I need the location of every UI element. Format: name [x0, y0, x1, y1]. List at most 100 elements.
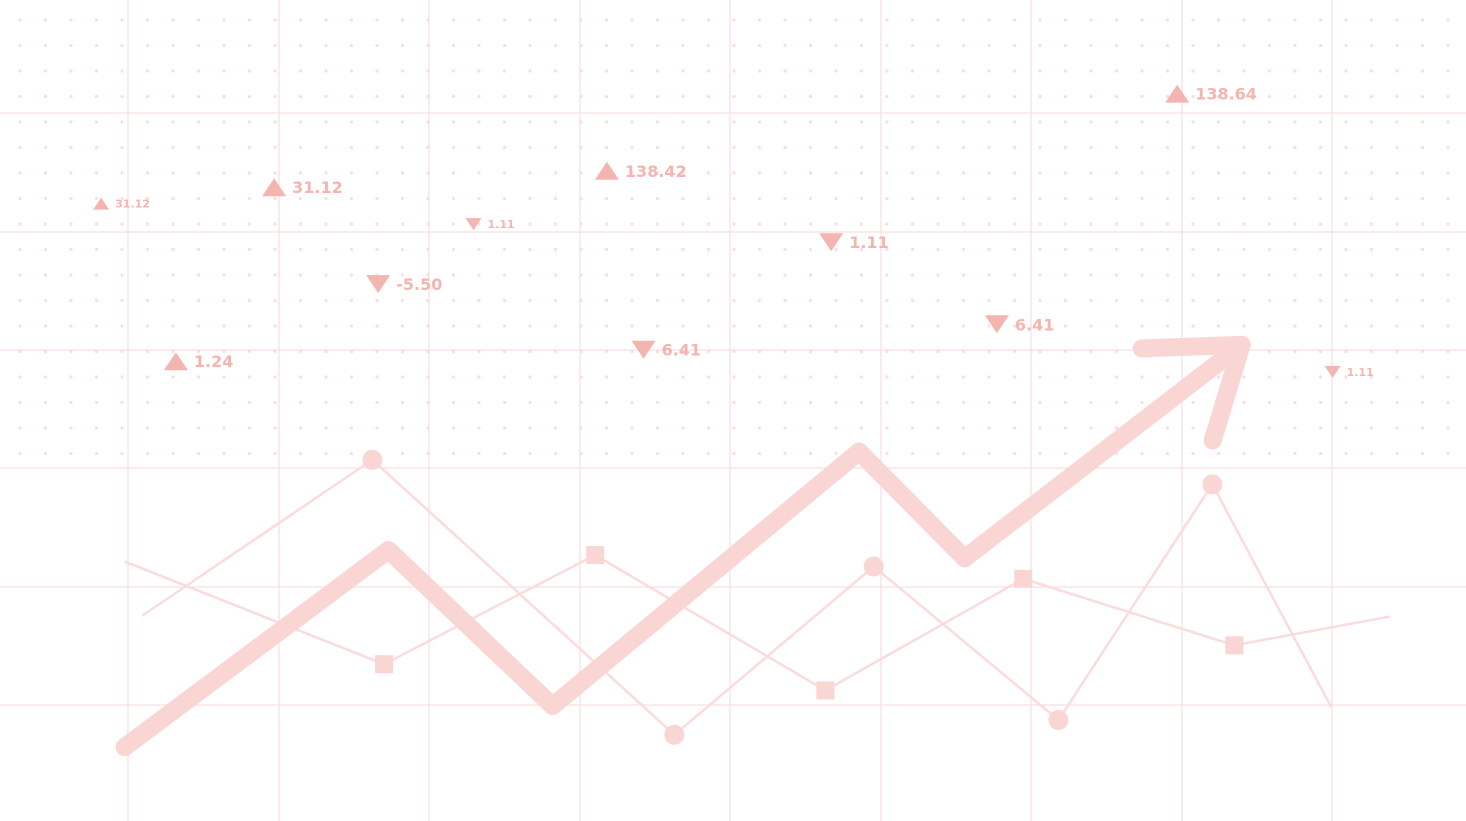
grid-dot	[171, 120, 175, 124]
grid-dot	[247, 349, 252, 354]
grid-dot	[477, 18, 481, 22]
grid-dot	[910, 375, 915, 379]
grid-dot	[1369, 43, 1374, 48]
grid-dot	[247, 196, 252, 201]
grid-dot	[859, 400, 864, 405]
grid-dot	[528, 94, 532, 99]
ticker-value: 138.42	[625, 162, 687, 181]
grid-dot	[681, 400, 685, 405]
grid-dot	[1140, 94, 1144, 99]
grid-dot	[553, 324, 558, 328]
grid-dot	[885, 94, 889, 99]
ticker: 1.11	[1324, 365, 1374, 379]
grid-dot	[477, 247, 481, 252]
grid-dot	[1191, 451, 1195, 456]
grid-dot	[1369, 18, 1374, 22]
grid-dot	[145, 69, 150, 73]
grid-dot	[120, 324, 124, 328]
grid-dot	[1063, 324, 1068, 328]
grid-dot	[1012, 196, 1017, 201]
grid-dot	[936, 222, 940, 226]
grid-dot	[1395, 324, 1399, 328]
grid-dot	[681, 298, 685, 303]
grid-dot	[400, 145, 405, 150]
grid-dot	[732, 43, 736, 48]
grid-dot	[120, 298, 124, 303]
grid-dot	[145, 94, 150, 99]
grid-dot	[655, 171, 660, 175]
grid-dot	[171, 349, 175, 354]
grid-dot	[196, 451, 201, 456]
grid-dot	[1063, 273, 1068, 277]
grid-dot	[757, 451, 762, 456]
grid-dot	[1267, 145, 1272, 150]
data-point	[664, 724, 685, 745]
grid-dot	[1344, 400, 1348, 405]
grid-dot	[18, 145, 22, 150]
grid-dot	[400, 196, 405, 201]
grid-dot	[1038, 196, 1042, 201]
grid-dot	[1038, 247, 1042, 252]
grid-dot	[196, 18, 201, 22]
grid-dot	[910, 120, 915, 124]
grid-dot	[1012, 18, 1017, 22]
grid-dot	[502, 145, 507, 150]
grid-dot	[349, 120, 354, 124]
grid-dot	[1089, 171, 1093, 175]
grid-dot	[477, 298, 481, 303]
grid-dot	[987, 120, 991, 124]
grid-dot	[1318, 69, 1323, 73]
grid-dot	[961, 451, 966, 456]
grid-dot	[1242, 451, 1246, 456]
grid-dot	[94, 94, 99, 99]
grid-dot	[1420, 400, 1425, 405]
grid-dot	[834, 273, 838, 277]
grid-dot	[477, 451, 481, 456]
trend-arrow-head	[1132, 335, 1251, 450]
ticker: 1.24	[163, 352, 233, 371]
grid-dot	[630, 400, 634, 405]
grid-dot	[1165, 145, 1170, 150]
grid-dot	[69, 94, 73, 99]
grid-dot	[400, 375, 405, 379]
grid-dot	[451, 273, 456, 277]
grid-dot	[732, 69, 736, 73]
grid-dot	[1038, 94, 1042, 99]
grid-dot	[1114, 94, 1119, 99]
grid-dot	[681, 451, 685, 456]
grid-dot	[43, 247, 48, 252]
grid-dot	[859, 145, 864, 150]
grid-dot	[120, 43, 124, 48]
grid-dot	[732, 400, 736, 405]
grid-dot	[1242, 196, 1246, 201]
grid-dot	[43, 43, 48, 48]
grid-dot	[910, 400, 915, 405]
grid-dot	[553, 171, 558, 175]
grid-dot	[808, 349, 813, 354]
grid-dot	[1446, 222, 1450, 226]
grid-dot	[43, 94, 48, 99]
grid-dot	[936, 273, 940, 277]
grid-dot	[1446, 18, 1450, 22]
grid-dot	[171, 145, 175, 150]
grid-dot	[1063, 18, 1068, 22]
grid-dot	[502, 18, 507, 22]
grid-dot	[1267, 69, 1272, 73]
grid-dot	[961, 298, 966, 303]
grid-dot	[859, 375, 864, 379]
grid-dot	[987, 18, 991, 22]
grid-dot	[808, 69, 813, 73]
grid-dot	[681, 247, 685, 252]
grid-dot	[553, 247, 558, 252]
grid-dot	[1242, 375, 1246, 379]
grid-dot	[247, 120, 252, 124]
grid-dot	[1242, 426, 1246, 430]
grid-dot	[298, 120, 303, 124]
grid-dot	[502, 120, 507, 124]
ticker-value: 1.24	[194, 352, 233, 371]
grid-dot	[375, 43, 379, 48]
grid-dot	[528, 324, 532, 328]
data-point	[816, 681, 835, 700]
grid-dot	[324, 94, 328, 99]
grid-dot	[171, 451, 175, 456]
